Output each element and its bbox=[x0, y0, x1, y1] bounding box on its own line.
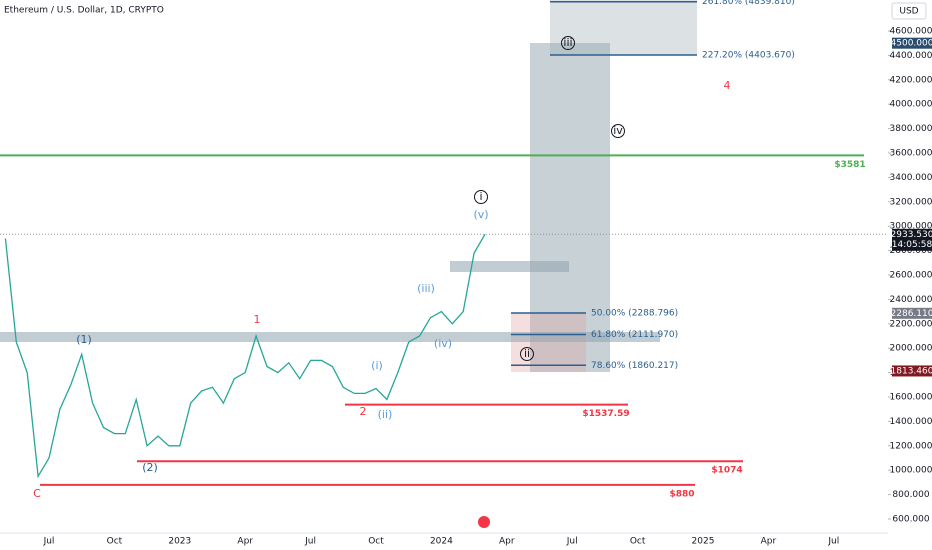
x-tick-label: Jul bbox=[304, 537, 316, 547]
fib-label: 61.80% (2111.970) bbox=[591, 330, 678, 340]
x-tick-label: Oct bbox=[107, 537, 123, 547]
wave-label: iii bbox=[563, 36, 572, 49]
retrace-box bbox=[511, 313, 586, 372]
y-tick-label: 1400.000 bbox=[890, 417, 932, 427]
price-tag-label: 4500.000 bbox=[891, 39, 932, 49]
y-tick-label: 3000.000 bbox=[890, 222, 932, 232]
y-tick-label: 2800.000 bbox=[890, 246, 932, 256]
price-tag-label: 2286.110 bbox=[891, 309, 932, 319]
level-label: $1537.59 bbox=[582, 409, 629, 419]
level-label: $1074 bbox=[711, 466, 742, 476]
fib-label: 78.60% (1860.217) bbox=[591, 361, 678, 371]
wave-label: (ii) bbox=[378, 408, 393, 421]
wave-circle bbox=[474, 190, 488, 204]
y-tick-label: 3200.000 bbox=[890, 197, 932, 207]
x-tick-label: 2025 bbox=[692, 537, 715, 547]
wave-label: (1) bbox=[76, 333, 92, 346]
x-tick-label: Jul bbox=[43, 537, 55, 547]
y-tick-label: 4600.000 bbox=[890, 26, 932, 36]
wave-circle bbox=[520, 347, 534, 361]
price-tag-label: 1813.460 bbox=[891, 366, 932, 376]
price-tag bbox=[892, 307, 932, 319]
y-tick-label: 600.000 bbox=[892, 515, 929, 525]
wave-label: (i) bbox=[371, 359, 383, 372]
price-tag-label: 2933.530 bbox=[891, 230, 932, 240]
fib-label: 227.20% (4403.670) bbox=[702, 50, 795, 60]
x-tick-label: 2024 bbox=[430, 537, 453, 547]
wave-label: (iii) bbox=[417, 282, 435, 295]
currency-box[interactable] bbox=[891, 2, 927, 20]
price-tag bbox=[892, 365, 932, 377]
price-tag bbox=[892, 37, 932, 49]
y-tick-label: 1600.000 bbox=[890, 393, 932, 403]
wave-label: (2) bbox=[142, 461, 158, 474]
x-tick-label: Jul bbox=[566, 537, 578, 547]
y-tick-label: 2400.000 bbox=[890, 295, 932, 305]
wave-label: C bbox=[33, 487, 41, 500]
wave-label: i bbox=[479, 190, 482, 203]
y-tick-label: 2000.000 bbox=[890, 344, 932, 354]
event-icon[interactable] bbox=[478, 516, 490, 528]
x-tick-label: Apr bbox=[499, 537, 515, 547]
x-tick-label: 2023 bbox=[168, 537, 191, 547]
x-tick-label: Oct bbox=[368, 537, 384, 547]
wave-label: (iv) bbox=[434, 337, 452, 350]
y-tick-label: 2200.000 bbox=[890, 319, 932, 329]
price-tag bbox=[892, 228, 932, 251]
wave-circle bbox=[611, 124, 625, 138]
resistance-zone bbox=[450, 261, 569, 272]
wave-label: 2 bbox=[360, 405, 367, 418]
x-tick-label: Oct bbox=[630, 537, 646, 547]
x-tick-label: Apr bbox=[761, 537, 777, 547]
projection-box bbox=[530, 43, 610, 372]
y-tick-label: 4200.000 bbox=[890, 75, 932, 85]
currency: USD bbox=[899, 7, 918, 17]
x-tick-label: Apr bbox=[237, 537, 253, 547]
price-tag-sub: 14:05:58 bbox=[892, 240, 932, 250]
zones bbox=[0, 0, 697, 372]
y-tick-label: 1000.000 bbox=[890, 466, 932, 476]
support-zone bbox=[0, 332, 660, 342]
price-axis bbox=[888, 0, 932, 550]
wave-label: (v) bbox=[473, 208, 488, 221]
price-line bbox=[4, 233, 486, 479]
y-tick-label: 4400.000 bbox=[890, 51, 932, 61]
x-tick-label: Jul bbox=[827, 537, 839, 547]
wave-label: 4 bbox=[724, 79, 731, 92]
y-tick-label: 800.000 bbox=[892, 490, 929, 500]
wave-label: 1 bbox=[254, 313, 261, 326]
y-tick-label: 1200.000 bbox=[890, 441, 932, 451]
wave-circle bbox=[561, 36, 575, 50]
chart-title: Ethereum / U.S. Dollar, 1D, CRYPTO bbox=[4, 6, 164, 16]
y-tick-label: 3800.000 bbox=[890, 124, 932, 134]
wave-label: ii bbox=[524, 347, 530, 360]
fib-label: 261.80% (4839.810) bbox=[702, 0, 795, 7]
y-tick-label: 3400.000 bbox=[890, 173, 932, 183]
level-label: $3581 bbox=[834, 160, 865, 170]
level-label: $880 bbox=[669, 489, 694, 499]
fib-label: 50.00% (2288.796) bbox=[591, 308, 678, 318]
y-tick-label: 2600.000 bbox=[890, 271, 932, 281]
y-tick-label: 4000.000 bbox=[890, 100, 932, 110]
wave-label: iv bbox=[613, 124, 623, 137]
y-tick-label: 3600.000 bbox=[890, 148, 932, 158]
